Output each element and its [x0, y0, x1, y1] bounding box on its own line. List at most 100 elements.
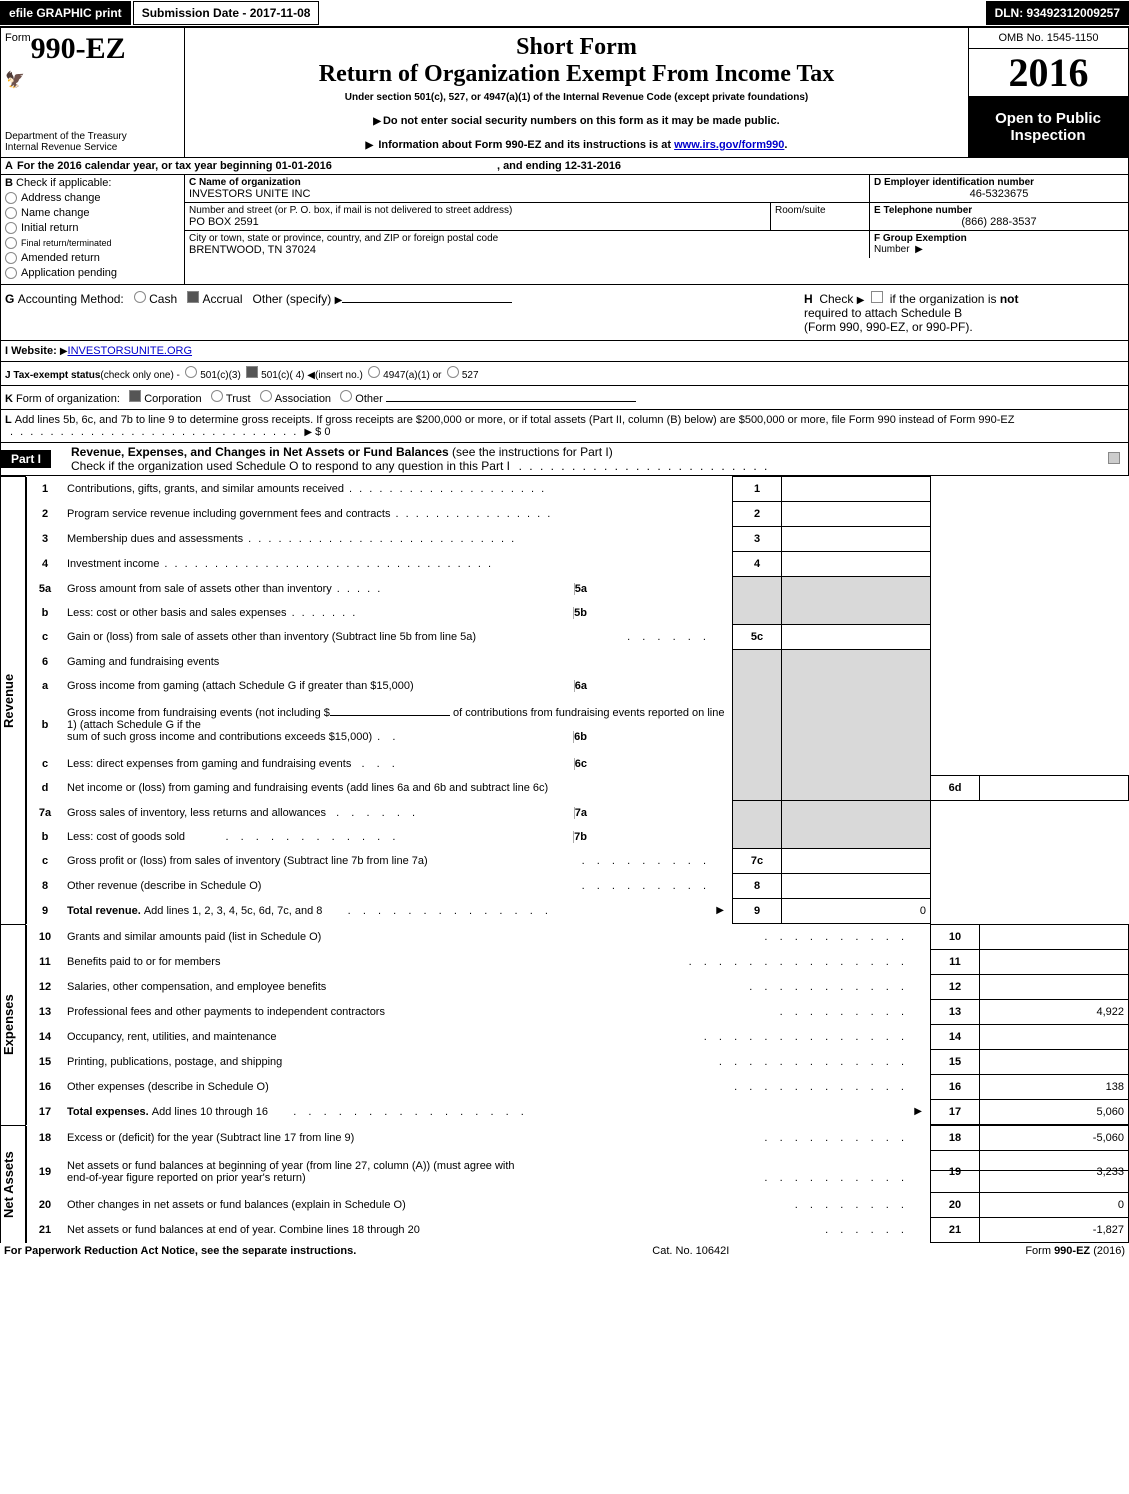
- line-14: 14Occupancy, rent, utilities, and mainte…: [27, 1025, 1129, 1050]
- phone-value: (866) 288-3537: [874, 216, 1124, 228]
- line-21-amt: -1,827: [980, 1218, 1129, 1243]
- irs-link[interactable]: www.irs.gov/form990: [674, 139, 784, 151]
- line-9: 9Total revenue. Add lines 1, 2, 3, 4, 5c…: [27, 899, 1129, 924]
- label-a: A: [5, 160, 13, 172]
- gross-receipts-value: $ 0: [315, 426, 330, 438]
- part-1-checkline: Check if the organization used Schedule …: [71, 459, 510, 473]
- radio-cash[interactable]: [134, 291, 146, 303]
- radio-assoc[interactable]: [260, 390, 272, 402]
- paperwork-notice: For Paperwork Reduction Act Notice, see …: [4, 1245, 356, 1257]
- line-12: 12Salaries, other compensation, and empl…: [27, 975, 1129, 1000]
- under-section: Under section 501(c), 527, or 4947(a)(1)…: [191, 92, 962, 103]
- line-19: 19Net assets or fund balances at beginni…: [27, 1151, 1129, 1193]
- line-9-amt: 0: [782, 899, 931, 924]
- org-name-value: INVESTORS UNITE INC: [189, 188, 865, 200]
- header-left: Form990-EZ 🦅 Department of the Treasury …: [1, 28, 185, 157]
- row-i-website: I Website: ▶INVESTORSUNITE.ORG: [0, 341, 1129, 362]
- top-bar: efile GRAPHIC print Submission Date - 20…: [0, 0, 1129, 26]
- address-value: PO BOX 2591: [189, 216, 766, 228]
- part-1-subtitle: (see the instructions for Part I): [452, 445, 613, 459]
- line-7c: cGross profit or (loss) from sales of in…: [27, 849, 1129, 874]
- line-2: 2Program service revenue including gover…: [27, 502, 1129, 527]
- radio-trust[interactable]: [211, 390, 223, 402]
- header-right: OMB No. 1545-1150 2016 Open to Public In…: [968, 28, 1128, 157]
- efile-button[interactable]: efile GRAPHIC print: [0, 1, 131, 25]
- row-l-gross: L Add lines 5b, 6c, and 7b to line 9 to …: [0, 410, 1129, 443]
- expenses-side-label: Expenses: [0, 924, 26, 1125]
- arrow-icon: ▶: [304, 427, 312, 438]
- form-prefix: Form: [5, 32, 31, 44]
- form-header: Form990-EZ 🦅 Department of the Treasury …: [0, 26, 1129, 158]
- identity-block: B Check if applicable: Address change Na…: [0, 175, 1129, 285]
- row-k-org: K Form of organization: Corporation Trus…: [0, 386, 1129, 410]
- line-6c: cLess: direct expenses from gaming and f…: [27, 752, 1129, 776]
- open-line1: Open to Public: [972, 110, 1124, 127]
- radio-other[interactable]: [340, 390, 352, 402]
- radio-501c[interactable]: [246, 366, 258, 378]
- cb-address-change[interactable]: Address change: [5, 192, 180, 204]
- line-5b: bLess: cost or other basis and sales exp…: [27, 601, 1129, 625]
- line-3: 3Membership dues and assessments . . . .…: [27, 527, 1129, 552]
- insert-no-arrow: ◀: [307, 370, 315, 381]
- cb-final-return[interactable]: Final return/terminated: [5, 237, 180, 249]
- row-j-status: J Tax-exempt status(check only one) - 50…: [0, 362, 1129, 386]
- irs-eagle-icon: 🦅: [5, 70, 180, 90]
- check-h[interactable]: [871, 291, 883, 303]
- radio-corp[interactable]: [129, 390, 141, 402]
- arrow-icon: ▶: [335, 295, 343, 306]
- line-5c: cGain or (loss) from sale of assets othe…: [27, 625, 1129, 650]
- row-a-tax-year: A For the 2016 calendar year, or tax yea…: [0, 158, 1129, 175]
- line-17: 17Total expenses. Add lines 10 through 1…: [27, 1100, 1129, 1125]
- cell-e-phone: E Telephone number (866) 288-3537: [869, 203, 1128, 230]
- line-13: 13Professional fees and other payments t…: [27, 1000, 1129, 1025]
- radio-accrual[interactable]: [187, 291, 199, 303]
- cell-d-ein: D Employer identification number 46-5323…: [869, 175, 1128, 202]
- line-15: 15Printing, publications, postage, and s…: [27, 1050, 1129, 1075]
- expenses-section: Expenses 10Grants and similar amounts pa…: [0, 924, 1129, 1125]
- line-6: 6Gaming and fundraising events: [27, 650, 1129, 674]
- dln: DLN: 93492312009257: [986, 1, 1129, 25]
- line-18: 18Excess or (deficit) for the year (Subt…: [27, 1126, 1129, 1151]
- line-7a: 7aGross sales of inventory, less returns…: [27, 801, 1129, 825]
- cb-name-change[interactable]: Name change: [5, 207, 180, 219]
- line-20-amt: 0: [980, 1193, 1129, 1218]
- cb-application-pending[interactable]: Application pending: [5, 267, 180, 279]
- arrow-icon: ▶: [915, 244, 923, 255]
- line-1: 1Contributions, gifts, grants, and simil…: [27, 477, 1129, 502]
- cb-initial-return[interactable]: Initial return: [5, 222, 180, 234]
- g-accounting: G Accounting Method: Cash Accrual Other …: [5, 291, 804, 334]
- part-1-label: Part I: [1, 450, 51, 468]
- open-to-public: Open to Public Inspection: [968, 97, 1128, 157]
- org-info-block: C Name of organization INVESTORS UNITE I…: [185, 175, 1128, 284]
- cell-city: City or town, state or province, country…: [185, 231, 869, 258]
- h-check: H Check ▶ if the organization is not req…: [804, 291, 1124, 334]
- form-ref: Form 990-EZ (2016): [1025, 1245, 1125, 1257]
- submission-date: Submission Date - 2017-11-08: [133, 1, 320, 25]
- open-line2: Inspection: [972, 127, 1124, 144]
- cb-amended-return[interactable]: Amended return: [5, 252, 180, 264]
- radio-527[interactable]: [447, 366, 459, 378]
- footer: For Paperwork Reduction Act Notice, see …: [0, 1243, 1129, 1259]
- part1-check[interactable]: [1108, 452, 1120, 464]
- cell-room: Room/suite: [770, 203, 869, 230]
- line-6d: dNet income or (loss) from gaming and fu…: [27, 776, 1129, 801]
- check-if-applicable: Check if applicable:: [16, 177, 111, 189]
- netassets-table: 18Excess or (deficit) for the year (Subt…: [26, 1125, 1129, 1243]
- website-link[interactable]: INVESTORSUNITE.ORG: [68, 345, 192, 357]
- net-assets-section: Net Assets 18Excess or (deficit) for the…: [0, 1125, 1129, 1243]
- ein-value: 46-5323675: [874, 188, 1124, 200]
- line-10: 10Grants and similar amounts paid (list …: [27, 925, 1129, 950]
- return-title: Return of Organization Exempt From Incom…: [191, 61, 962, 88]
- section-b-checkboxes: B Check if applicable: Address change Na…: [1, 175, 185, 284]
- city-value: BRENTWOOD, TN 37024: [189, 244, 865, 256]
- part-1-title: Revenue, Expenses, and Changes in Net As…: [71, 445, 449, 459]
- radio-4947[interactable]: [368, 366, 380, 378]
- directive-2: Information about Form 990-EZ and its in…: [191, 139, 962, 151]
- line-20: 20Other changes in net assets or fund ba…: [27, 1193, 1129, 1218]
- omb-number: OMB No. 1545-1150: [968, 28, 1128, 49]
- line-16: 16Other expenses (describe in Schedule O…: [27, 1075, 1129, 1100]
- dept-treasury: Department of the Treasury: [5, 131, 127, 142]
- dept-irs: Internal Revenue Service: [5, 142, 127, 153]
- cell-f-group: F Group Exemption Number ▶: [869, 231, 1128, 258]
- radio-501c3[interactable]: [185, 366, 197, 378]
